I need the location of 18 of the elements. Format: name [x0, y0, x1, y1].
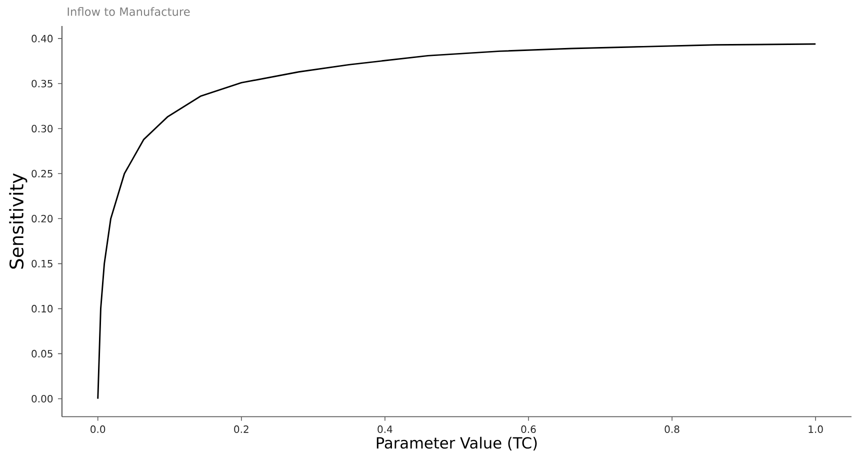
x-tick-label: 1.0	[808, 426, 823, 434]
chart-title: Inflow to Manufacture	[68, 7, 190, 16]
y-tick-label: 0.25	[32, 170, 52, 178]
x-tick-label: 0.4	[378, 426, 392, 434]
x-tick-label: 0.6	[521, 426, 536, 434]
y-tick-label: 0.10	[32, 305, 53, 313]
y-tick-label: 0.35	[32, 80, 52, 88]
y-tick-label: 0.30	[32, 124, 53, 133]
y-tick-label: 0.05	[32, 350, 52, 358]
x-tick-label: 0.0	[90, 426, 106, 434]
x-tick-label: 0.8	[664, 426, 680, 434]
x-axis-title: Parameter Value (TC)	[376, 436, 537, 451]
y-axis-title: Sensitivity	[9, 173, 28, 269]
y-tick-label: 0.20	[32, 215, 53, 223]
y-tick-label: 0.40	[32, 34, 53, 43]
x-tick-label: 0.2	[234, 426, 248, 434]
y-tick-label: 0.15	[32, 260, 52, 268]
y-tick-label: 0.00	[32, 395, 53, 403]
